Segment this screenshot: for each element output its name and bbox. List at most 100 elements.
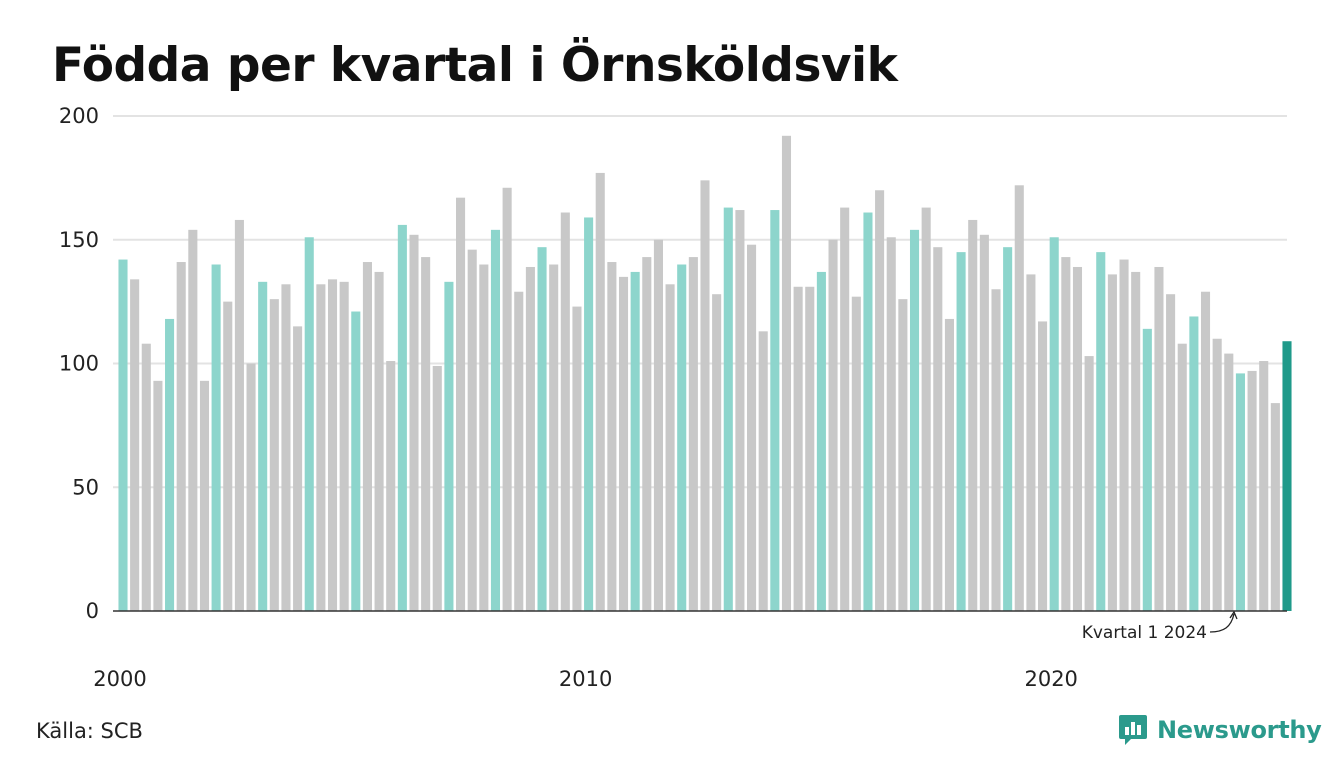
y-tick-label: 150: [59, 228, 99, 252]
bar: [642, 257, 652, 611]
bar: [898, 299, 908, 611]
bar: [653, 239, 663, 611]
bar: [1131, 271, 1141, 611]
bar: [281, 284, 291, 611]
bar: [444, 281, 454, 611]
y-tick-label: 200: [59, 104, 99, 128]
bar: [1096, 252, 1106, 611]
bar: [456, 197, 466, 612]
bars: [118, 135, 1292, 612]
bar: [351, 311, 361, 611]
bar: [618, 276, 629, 611]
bar: [1166, 294, 1176, 611]
bar: [537, 247, 547, 612]
bar: [1119, 259, 1129, 611]
bar: [1049, 237, 1059, 611]
annotation-label: Kvartal 1 2024: [1082, 623, 1207, 643]
bar: [944, 318, 954, 611]
bar: [199, 380, 210, 611]
bar: [165, 318, 175, 611]
bar: [805, 286, 815, 611]
bar: [909, 229, 920, 611]
bar: [479, 264, 489, 611]
bar: [327, 279, 338, 611]
bar: [1247, 370, 1257, 611]
bar: [584, 217, 594, 611]
bar: [665, 284, 675, 611]
bar: [386, 361, 396, 611]
bar: [793, 286, 803, 611]
bar: [502, 187, 512, 611]
bar: [525, 266, 535, 611]
bar-chart-speech-bubble-icon: [1119, 715, 1147, 745]
y-tick-label: 0: [86, 599, 99, 623]
bar: [630, 271, 640, 611]
newsworthy-logo: Newsworthy: [1118, 713, 1322, 747]
bar: [863, 212, 873, 611]
arrow-head: [1229, 610, 1238, 620]
bar: [933, 247, 943, 612]
x-tick-label: 2020: [1024, 667, 1077, 691]
bar: [1282, 341, 1292, 611]
bar: [770, 210, 780, 612]
curved-arrow-icon: [1209, 613, 1235, 633]
bar: [875, 190, 885, 611]
bar: [1072, 266, 1083, 611]
bar: [921, 207, 931, 611]
bar: [1177, 343, 1187, 611]
bar: [293, 326, 303, 611]
bar: [968, 219, 978, 611]
bar: [840, 207, 850, 611]
bar: [490, 229, 501, 611]
bar: [1084, 356, 1094, 611]
bar: [188, 229, 198, 611]
x-tick-label: 2000: [93, 667, 146, 691]
bar: [421, 257, 431, 611]
brand-name: Newsworthy: [1157, 716, 1322, 744]
bar: [723, 207, 733, 611]
bar: [246, 363, 256, 611]
bar: [1224, 353, 1234, 611]
bar: [514, 291, 524, 611]
bar: [304, 237, 314, 611]
bar: [176, 262, 186, 611]
chart-title: Födda per kvartal i Örnsköldsvik: [52, 38, 898, 93]
bar: [1003, 247, 1013, 612]
bar: [560, 212, 570, 611]
bar: [141, 343, 151, 611]
bar: [269, 299, 279, 611]
bar: [595, 172, 605, 612]
bar: [1212, 338, 1222, 611]
bar: [1235, 373, 1245, 611]
bar: [758, 331, 768, 611]
bar: [316, 284, 326, 611]
bar: [211, 264, 221, 611]
x-axis-ticks: 2000 2010 2020: [93, 667, 1078, 691]
bar: [688, 257, 698, 611]
bar: [432, 365, 442, 611]
bar: [1200, 291, 1211, 611]
bar: [1014, 185, 1024, 612]
bar: [979, 234, 989, 612]
bar: [1038, 321, 1048, 611]
bar: [223, 301, 233, 611]
y-tick-label: 50: [72, 475, 99, 499]
bar: [1107, 274, 1117, 611]
bar: [677, 264, 687, 611]
bar: [1154, 266, 1164, 611]
bar: [747, 244, 757, 611]
bar: [118, 259, 128, 611]
bar: [258, 281, 268, 611]
bar: [886, 237, 896, 611]
bar: [956, 252, 966, 611]
y-tick-label: 100: [59, 352, 99, 376]
bar: [828, 239, 838, 611]
bar: [816, 271, 826, 611]
bar: [409, 234, 419, 612]
bar: [1061, 257, 1071, 611]
source-note: Källa: SCB: [36, 719, 143, 743]
bar: [781, 135, 792, 612]
y-axis-ticks: 0 50 100 150 200: [59, 104, 99, 623]
bar: [991, 289, 1001, 611]
